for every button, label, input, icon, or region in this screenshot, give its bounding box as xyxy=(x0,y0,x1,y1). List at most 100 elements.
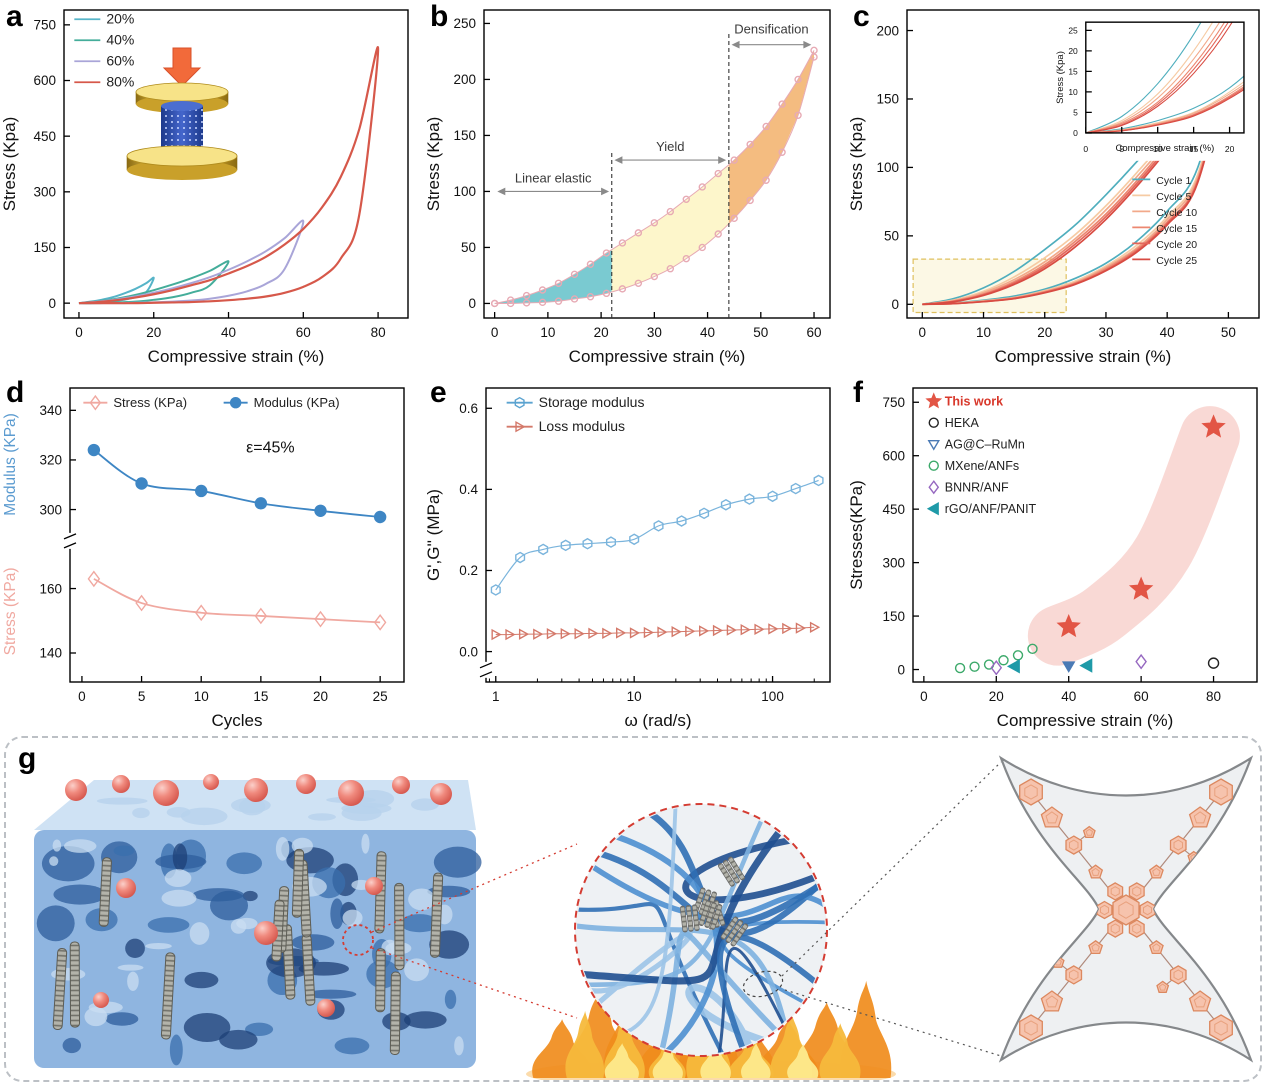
y-axis: 0 50 100 150 200 250 xyxy=(453,16,490,311)
svg-text:300: 300 xyxy=(882,555,905,570)
svg-text:100: 100 xyxy=(876,160,899,175)
svg-text:Compressive strain (%): Compressive strain (%) xyxy=(569,347,746,366)
svg-text:15: 15 xyxy=(253,689,268,704)
svg-text:25: 25 xyxy=(1068,25,1078,35)
svg-text:Modulus (KPa): Modulus (KPa) xyxy=(254,395,340,410)
svg-text:30: 30 xyxy=(1098,325,1113,340)
series-storage-modulus xyxy=(490,474,824,596)
svg-text:150: 150 xyxy=(882,609,905,624)
svg-text:Stress (Kpa): Stress (Kpa) xyxy=(847,117,866,211)
svg-text:Cycles: Cycles xyxy=(211,711,262,730)
series-group xyxy=(78,46,380,305)
zoom-connector-top xyxy=(371,843,578,933)
svg-text:Cycle 10: Cycle 10 xyxy=(1156,207,1197,219)
series-group xyxy=(490,474,824,641)
svg-text:Stress (KPa): Stress (KPa) xyxy=(113,395,187,410)
svg-text:0: 0 xyxy=(919,325,927,340)
cnt-bundle xyxy=(698,900,723,930)
svg-text:G',G'' (MPa): G',G'' (MPa) xyxy=(424,489,443,581)
chart-a-stress-strain-loops: 0 20 40 60 80 0 150 300 450 600 750 Compressive str… xyxy=(0,9,409,366)
svg-text:20%: 20% xyxy=(106,11,134,27)
svg-text:60: 60 xyxy=(807,325,822,340)
y-axis: 0 150 300 450 600 750 xyxy=(33,18,70,311)
svg-text:60%: 60% xyxy=(106,53,134,69)
anf-fibers xyxy=(577,806,825,1054)
x-axis: 0 10 20 30 40 50 60 xyxy=(491,312,822,340)
series-modulus-kpa- xyxy=(87,443,387,524)
legend: Stress (KPa) Modulus (KPa) xyxy=(83,394,340,411)
svg-text:450: 450 xyxy=(882,502,905,517)
series-this-work xyxy=(1056,414,1226,638)
mechanism-illustration xyxy=(34,755,1254,1088)
zoom-circle xyxy=(574,803,828,1057)
svg-text:0.6: 0.6 xyxy=(459,401,478,416)
svg-text:5: 5 xyxy=(1119,144,1124,154)
chart-b-compression-regimes: 0 10 20 30 40 50 60 0 50 100 150 200 250 Compressive … xyxy=(424,9,831,366)
svg-text:10: 10 xyxy=(194,689,209,704)
svg-text:160: 160 xyxy=(39,581,62,596)
plot-frame xyxy=(485,387,831,683)
y-axis: 300 320 340 140 160 xyxy=(39,403,76,661)
svg-text:Stresses(KPa): Stresses(KPa) xyxy=(847,480,866,590)
svg-text:5: 5 xyxy=(138,689,146,704)
molecule-connector-bottom xyxy=(784,989,1002,1057)
cnt-bundle xyxy=(720,916,749,947)
molecular-network xyxy=(998,755,1254,1063)
cnt-bundle xyxy=(717,856,745,887)
series-cycle-15 xyxy=(1085,22,1244,133)
x-axis: 0 5 10 15 20 xyxy=(1083,126,1235,154)
svg-text:Compressive strain (%): Compressive strain (%) xyxy=(148,347,325,366)
svg-text:0: 0 xyxy=(1083,144,1088,154)
svg-text:Yield: Yield xyxy=(656,139,684,154)
svg-text:750: 750 xyxy=(882,395,905,410)
svg-text:0: 0 xyxy=(920,689,928,704)
series-group xyxy=(490,46,818,308)
svg-text:BNNR/ANF: BNNR/ANF xyxy=(945,481,1009,495)
svg-text:100: 100 xyxy=(761,689,784,704)
svg-text:Compressive strain (%): Compressive strain (%) xyxy=(997,711,1174,730)
svg-text:50: 50 xyxy=(1221,325,1236,340)
svg-text:Cycle 5: Cycle 5 xyxy=(1156,191,1191,203)
series-cycle-1 xyxy=(1085,22,1244,133)
svg-text:Linear elastic: Linear elastic xyxy=(515,170,592,185)
svg-text:25: 25 xyxy=(373,689,388,704)
inset-chart: 0 5 10 15 20 0 5 10 15 20 25 Compressive strain (%)… xyxy=(1047,16,1252,161)
svg-text:Stress (Kpa): Stress (Kpa) xyxy=(424,117,443,211)
series-unloading xyxy=(490,53,818,308)
svg-text:0: 0 xyxy=(897,662,905,677)
series-cycle-10 xyxy=(1085,22,1244,133)
svg-text:Cycle 1: Cycle 1 xyxy=(1156,175,1191,187)
plot-frame xyxy=(1085,21,1245,134)
zoom-source-circle xyxy=(342,924,374,956)
svg-text:50: 50 xyxy=(884,229,899,244)
svg-text:AG@C–RuMn: AG@C–RuMn xyxy=(945,438,1025,452)
panel-label-g: g xyxy=(18,742,37,775)
svg-text:1: 1 xyxy=(492,689,500,704)
y-axis: 0 150 300 450 600 750 xyxy=(882,395,919,677)
svg-text:rGO/ANF/PANIT: rGO/ANF/PANIT xyxy=(945,502,1037,516)
svg-text:80: 80 xyxy=(1206,689,1221,704)
svg-text:Cycle 25: Cycle 25 xyxy=(1156,255,1197,267)
shaded-regions xyxy=(494,50,815,304)
x-axis: 0 20 40 60 80 xyxy=(920,676,1221,704)
svg-text:0: 0 xyxy=(468,296,476,311)
svg-text:10: 10 xyxy=(976,325,991,340)
panel-label-a: a xyxy=(6,0,23,33)
svg-text:20: 20 xyxy=(1225,144,1235,154)
x-axis: 0 10 20 30 40 50 xyxy=(919,312,1236,340)
svg-text:60: 60 xyxy=(1134,689,1149,704)
svg-text:HEKA: HEKA xyxy=(945,416,980,430)
series-80- xyxy=(78,46,380,305)
svg-text:50: 50 xyxy=(753,325,768,340)
foam-block xyxy=(34,774,482,1068)
series-ag-c-rumn xyxy=(1061,661,1076,673)
plot-frame xyxy=(906,9,1260,319)
svg-text:Loss modulus: Loss modulus xyxy=(539,418,625,434)
svg-text:Modulus (KPa): Modulus (KPa) xyxy=(2,413,19,516)
legend: Cycle 1 Cycle 5 Cycle 10 Cycle 15 Cycle 20 Cy… xyxy=(1132,175,1197,267)
series-stress-kpa- xyxy=(87,570,387,631)
svg-text:140: 140 xyxy=(39,646,62,661)
svg-text:0: 0 xyxy=(491,325,499,340)
svg-text:MXene/ANFs: MXene/ANFs xyxy=(945,459,1019,473)
